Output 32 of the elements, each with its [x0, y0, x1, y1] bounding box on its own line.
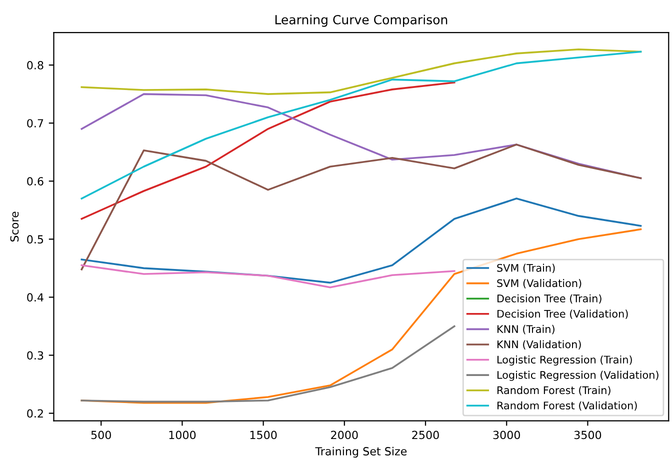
- legend-label: Logistic Regression (Validation): [497, 370, 658, 381]
- line-series: [80, 50, 642, 200]
- line-series: [80, 48, 642, 95]
- x-tick-label: 2000: [331, 430, 358, 440]
- x-tick-label: 1500: [250, 430, 277, 440]
- legend-label: Decision Tree (Train): [497, 294, 602, 304]
- x-tick-label: 500: [91, 430, 111, 440]
- legend-label: KNN (Train): [497, 324, 554, 334]
- y-tick-label: 0.7: [27, 119, 44, 128]
- y-tick-label: 0.8: [27, 61, 44, 70]
- y-axis-title: Score: [10, 212, 19, 242]
- x-tick-label: 2500: [412, 430, 439, 440]
- y-tick-label: 0.6: [27, 177, 44, 186]
- x-axis-title: Training Set Size: [315, 446, 407, 458]
- legend-label: SVM (Validation): [497, 279, 582, 288]
- chart-title: Learning Curve Comparison: [275, 14, 448, 27]
- y-tick-label: 0.2: [27, 409, 43, 418]
- x-tick-label: 3500: [574, 430, 602, 440]
- x-tick-label: 1000: [169, 430, 196, 440]
- line-series: [80, 264, 456, 288]
- legend-label: Random Forest (Validation): [497, 401, 637, 411]
- line-series: [80, 82, 456, 220]
- legend-label: Random Forest (Train): [497, 386, 610, 396]
- legend-label: Decision Tree (Validation): [497, 310, 628, 319]
- y-tick-label: 0.3: [27, 351, 44, 360]
- line-series: [80, 325, 456, 403]
- legend-label: Logistic Regression (Train): [497, 356, 632, 366]
- x-tick-label: 3000: [493, 430, 520, 440]
- legend-label: SVM (Train): [497, 264, 555, 274]
- y-tick-label: 0.5: [27, 235, 44, 244]
- legend-label: KNN (Validation): [497, 340, 581, 350]
- y-tick-label: 0.4: [27, 293, 44, 302]
